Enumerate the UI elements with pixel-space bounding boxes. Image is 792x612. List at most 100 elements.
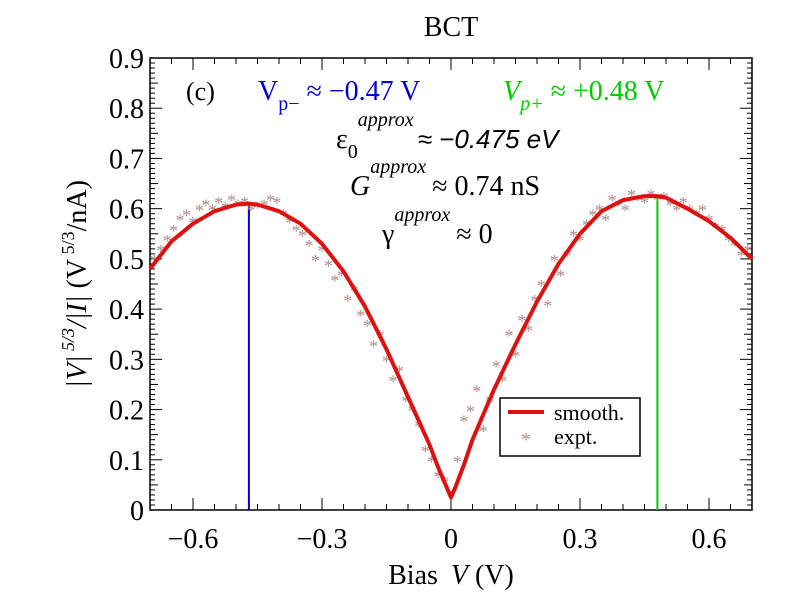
expt-point: * (401, 392, 410, 412)
legend-expt-swatch: * (521, 429, 531, 451)
expt-point: * (543, 296, 552, 316)
expt-point: * (369, 336, 378, 356)
y-tick-label: 0.7 (109, 144, 144, 175)
vp-plus-annotation: Vp+ ≈ +0.48 V (503, 76, 664, 115)
expt-point: * (672, 201, 681, 221)
smooth-line-series (148, 194, 754, 500)
expt-point: * (730, 236, 739, 256)
expt-point: * (169, 221, 178, 241)
gamma-value: ≈ 0 (456, 219, 492, 250)
expt-point: * (588, 206, 597, 226)
expt-point: * (195, 201, 204, 221)
x-axis-label-prefix: Bias (388, 560, 445, 591)
x-tick-label: 0 (444, 524, 458, 555)
y-tick-label: 0.6 (109, 195, 144, 226)
expt-point: * (737, 246, 746, 266)
g-symbol: G (350, 171, 370, 202)
expt-point: * (459, 412, 468, 432)
expt-point: * (472, 381, 481, 401)
y-label-exp2: 5/3 (58, 231, 78, 259)
expt-point: * (363, 316, 372, 336)
expt-point: * (285, 213, 294, 233)
expt-point: * (247, 201, 256, 221)
expt-point: * (298, 226, 307, 246)
expt-point: * (537, 276, 546, 296)
legend-box (499, 397, 641, 457)
x-tick-label: −0.6 (168, 524, 219, 555)
g-value: ≈ 0.74 nS (432, 171, 540, 202)
expt-point: * (576, 231, 585, 251)
vp-minus-annotation: Vp− ≈ −0.47 V (258, 76, 420, 115)
x-tick-labels: −0.6 −0.3 0 0.3 0.6 (168, 524, 727, 555)
x-axis-label: Bias V (V) (388, 560, 514, 591)
epsilon-symbol: ε (336, 124, 348, 155)
g-annotation: Gapprox ≈ 0.74 nS (350, 156, 540, 202)
y-label-unit-a: (V (62, 259, 93, 296)
legend: smooth. * expt. (499, 397, 641, 457)
expt-point: * (698, 201, 707, 221)
expt-point: * (505, 326, 514, 346)
legend-expt-label: expt. (554, 424, 597, 449)
expt-point: * (227, 191, 236, 211)
expt-point: * (408, 402, 417, 422)
expt-point: * (356, 306, 365, 326)
expt-point: * (395, 361, 404, 381)
expt-point: * (640, 193, 649, 213)
y-label-exp1: 5/3 (58, 328, 78, 356)
expt-point: * (601, 211, 610, 231)
y-tick-label: 0 (130, 496, 144, 527)
y-tick-label: 0.2 (109, 396, 144, 427)
vp-minus-sub: p− (278, 93, 299, 115)
expt-point: * (653, 191, 662, 211)
y-label-v: |V| (62, 355, 93, 388)
expt-point: * (492, 356, 501, 376)
expt-point: * (311, 251, 320, 271)
vp-plus-symbol: V (503, 76, 523, 107)
expt-point: * (511, 346, 520, 366)
expt-point: * (414, 417, 423, 437)
expt-point: * (292, 221, 301, 241)
expt-point: * (556, 266, 565, 286)
y-tick-label: 0.5 (109, 245, 144, 276)
expt-point: * (679, 193, 688, 213)
expt-point: * (272, 193, 281, 213)
y-label-mid: /|I| (62, 295, 93, 330)
expt-point: * (743, 241, 752, 261)
gamma-annotation: γapprox ≈ 0 (381, 204, 493, 250)
expt-point: * (608, 191, 617, 211)
expt-point: * (318, 241, 327, 261)
expt-point: * (382, 351, 391, 371)
legend-smooth-label: smooth. (554, 400, 624, 425)
g-sup: approx (370, 156, 426, 178)
y-tick-label: 0.3 (109, 345, 144, 376)
expt-point: * (569, 226, 578, 246)
vp-plus-sub: p+ (518, 93, 544, 115)
vp-plus-value: ≈ +0.48 V (544, 76, 665, 107)
x-tick-label: −0.3 (297, 524, 348, 555)
x-tick-label: 0.6 (692, 524, 727, 555)
expt-point: * (427, 452, 436, 472)
expt-point: * (176, 211, 185, 231)
expt-point: * (324, 256, 333, 276)
vp-minus-value: ≈ −0.47 V (300, 76, 421, 107)
epsilon-value: ≈ −0.475 eV (418, 124, 561, 154)
gamma-symbol: γ (381, 219, 394, 250)
gamma-sup: approx (394, 204, 450, 226)
y-tick-label: 0.8 (109, 94, 144, 125)
expt-point: * (524, 321, 533, 341)
expt-point: * (330, 271, 339, 291)
x-axis-label-var: V (451, 560, 471, 591)
expt-point: * (305, 236, 314, 256)
y-tick-label: 0.1 (109, 446, 144, 477)
expt-point: * (266, 191, 275, 211)
expt-point: * (453, 452, 462, 472)
expt-point: * (201, 196, 210, 216)
expt-point: * (337, 266, 346, 286)
expt-point: * (724, 231, 733, 251)
expt-point: * (214, 193, 223, 213)
expt-point: * (550, 251, 559, 271)
expt-point: * (434, 467, 443, 487)
expt-point: * (634, 191, 643, 211)
expt-point: * (479, 422, 488, 442)
